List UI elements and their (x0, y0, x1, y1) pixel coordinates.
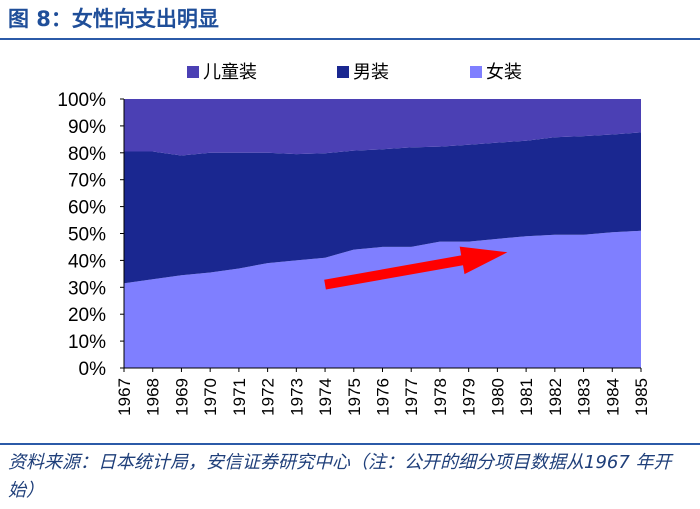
x-tick-label: 1974 (316, 378, 335, 416)
trend-arrow-shape (324, 246, 508, 290)
x-tick-label: 1976 (374, 378, 393, 416)
plot-area (124, 99, 641, 368)
legend-swatch (337, 66, 349, 78)
y-tick-label: 0% (79, 359, 107, 380)
y-tick-label: 20% (68, 305, 106, 326)
source-divider (0, 443, 700, 445)
x-tick-label: 1967 (115, 378, 134, 416)
x-tick-label: 1981 (517, 378, 536, 416)
x-tick-label: 1973 (287, 378, 306, 416)
y-tick-label: 30% (68, 278, 106, 299)
y-tick-label: 70% (68, 171, 106, 192)
y-tick-label: 40% (68, 251, 106, 272)
trend-arrow (324, 246, 508, 290)
x-tick-label: 1985 (632, 378, 651, 416)
legend-label: 男装 (353, 62, 389, 82)
x-tick-label: 1978 (431, 378, 450, 416)
area-series-2 (124, 99, 641, 156)
x-tick-label: 1980 (488, 378, 507, 416)
x-tick-label: 1977 (402, 378, 421, 416)
title-divider (0, 38, 700, 40)
y-tick-label: 60% (68, 198, 106, 219)
x-tick-label: 1968 (144, 378, 163, 416)
x-tick-label: 1982 (546, 378, 565, 416)
area-series-1 (124, 132, 641, 284)
y-tick-label: 90% (68, 117, 106, 138)
legend-label: 女装 (486, 62, 522, 82)
y-tick-label: 100% (57, 90, 106, 111)
x-axis: 1967 1968 1969 1970 1971 1972 1973 1974 1975 1976… (115, 367, 651, 416)
source-note: 资料来源：日本统计局，安信证券研究中心（注：公开的细分项目数据从1967 年开始… (8, 452, 672, 501)
x-tick-label: 1983 (575, 378, 594, 416)
stacked-area-chart: 儿童装 男装 女装 0% 10% 20% 30% 40% 50% 60% 70% 80% 90% 100… (57, 62, 651, 416)
area-series-0 (124, 230, 641, 368)
x-tick-label: 1972 (259, 378, 278, 416)
chart-legend: 儿童装 男装 女装 (187, 62, 522, 82)
x-tick-label: 1979 (460, 378, 479, 416)
y-axis: 0% 10% 20% 30% 40% 50% 60% 70% 80% 90% 100% (57, 90, 125, 380)
x-tick-label: 1969 (172, 378, 191, 416)
y-tick-label: 10% (68, 332, 106, 353)
figure-title: 图 8：女性向支出明显 (8, 7, 219, 31)
legend-label: 儿童装 (203, 62, 257, 82)
x-tick-label: 1975 (345, 378, 364, 416)
legend-swatch (187, 66, 199, 78)
legend-swatch (470, 66, 482, 78)
y-tick-label: 50% (68, 225, 106, 246)
y-tick-label: 80% (68, 144, 106, 165)
x-tick-label: 1970 (201, 378, 220, 416)
x-tick-label: 1984 (603, 378, 622, 416)
x-tick-label: 1971 (230, 378, 249, 416)
